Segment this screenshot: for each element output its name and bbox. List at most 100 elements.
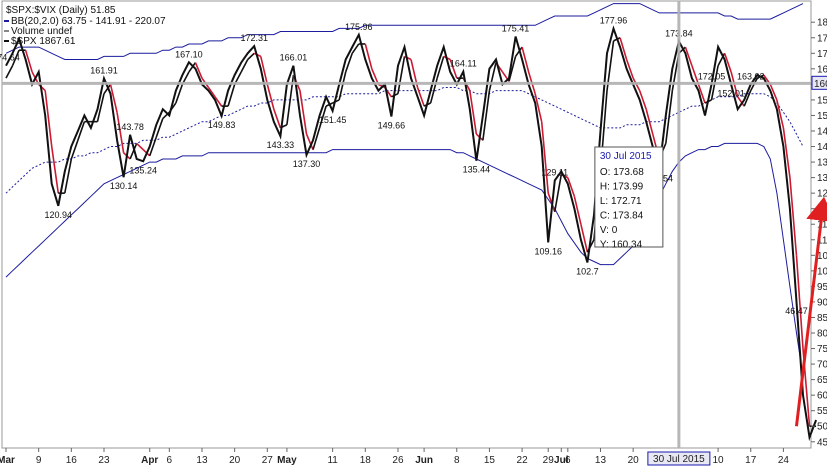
- secondary-series-segment: [64, 158, 73, 194]
- secondary-series-segment: [207, 87, 216, 98]
- secondary-series-segment: [11, 49, 20, 67]
- y-tick-label: 165: [817, 64, 827, 75]
- value-annotation: 166.01: [280, 53, 308, 63]
- secondary-series-segment: [273, 108, 282, 129]
- crosshair-x-readout: 30 Jul 2015: [653, 454, 705, 465]
- secondary-series-segment: [514, 46, 523, 57]
- y-tick-label: 80: [817, 329, 827, 340]
- secondary-series-segment: [534, 93, 543, 122]
- x-tick-label: 10: [713, 455, 725, 466]
- secondary-series-segment: [194, 62, 203, 79]
- secondary-series-segment: [299, 90, 308, 135]
- secondary-series-segment: [416, 87, 425, 107]
- value-annotation: 174.64: [0, 53, 20, 63]
- value-annotation: 135.44: [463, 165, 491, 175]
- secondary-series-segment: [665, 90, 674, 144]
- x-tick-label: 6: [167, 455, 173, 466]
- secondary-series-segment: [50, 146, 60, 194]
- secondary-series-segment: [723, 53, 732, 73]
- value-annotation: 161.91: [90, 65, 118, 75]
- secondary-series-segment: [96, 93, 105, 122]
- x-tick-label: 9: [36, 455, 42, 466]
- crosshair-y-readout: 160.34: [814, 79, 827, 90]
- x-tick-label: 16: [66, 455, 78, 466]
- secondary-series-segment: [782, 127, 791, 178]
- y-tick-label: 150: [817, 111, 827, 122]
- secondary-series-segment: [645, 109, 654, 135]
- tooltip-box: [594, 146, 664, 248]
- value-annotation: 143.78: [116, 122, 144, 132]
- secondary-series-segment: [175, 84, 184, 104]
- y-tick-label: 135: [817, 158, 827, 169]
- y-tick-label: 50: [817, 422, 827, 433]
- value-annotation: 149.66: [378, 121, 406, 131]
- x-tick-label: 20: [628, 455, 640, 466]
- secondary-series-segment: [214, 96, 223, 107]
- legend-entry: Volume undef: [11, 26, 72, 37]
- x-tick-label: 18: [360, 455, 372, 466]
- x-tick-label: 27: [262, 455, 274, 466]
- value-annotation: 129.11: [541, 167, 568, 177]
- secondary-series-segment: [488, 62, 497, 91]
- tooltip-date: 30 Jul 2015: [600, 151, 652, 162]
- y-tick-label: 85: [817, 313, 827, 324]
- secondary-series-segment: [397, 56, 406, 94]
- x-tick-label: 11: [327, 455, 338, 466]
- y-tick-label: 130: [817, 173, 827, 184]
- x-tick-label: Jun: [415, 455, 433, 466]
- secondary-series-segment: [44, 90, 53, 147]
- value-annotation: 109.16: [534, 246, 562, 256]
- secondary-series-segment: [482, 90, 491, 141]
- secondary-series-segment: [247, 52, 255, 61]
- x-tick-label: 8: [454, 455, 460, 466]
- secondary-series-segment: [553, 174, 563, 212]
- value-annotation: 175.41: [502, 23, 530, 33]
- secondary-series-segment: [312, 127, 321, 150]
- secondary-series-segment: [697, 84, 706, 104]
- x-tick-label: May: [277, 455, 297, 466]
- secondary-series-segment: [109, 84, 118, 113]
- x-tick-label: 13: [595, 455, 607, 466]
- secondary-series-segment: [318, 105, 327, 129]
- secondary-series-segment: [776, 99, 785, 129]
- ratio-close-line: [5, 25, 818, 442]
- y-tick-label: 125: [817, 189, 827, 200]
- x-tick-label: Mar: [0, 455, 15, 466]
- secondary-series-segment: [77, 121, 86, 141]
- tooltip-line: O: 173.68: [600, 167, 644, 178]
- chart-title: $SPX:$VIX (Daily) 51.85: [6, 5, 116, 16]
- secondary-series-segment: [378, 83, 386, 89]
- secondary-series-segment: [240, 59, 249, 73]
- y-tick-label: 170: [817, 49, 827, 60]
- bb-middle-band: [5, 87, 804, 194]
- secondary-series-segment: [155, 118, 164, 138]
- value-annotation: 130.14: [110, 181, 138, 191]
- x-tick-label: 15: [484, 455, 496, 466]
- y-tick-label: 105: [817, 251, 827, 262]
- y-tick-label: 55: [817, 406, 827, 417]
- secondary-series-segment: [5, 65, 14, 79]
- x-tick-label: 22: [517, 455, 529, 466]
- x-tick-label: 13: [196, 455, 208, 466]
- value-annotation: 172.05: [698, 71, 726, 81]
- secondary-series-segment: [116, 112, 125, 153]
- secondary-series-segment: [580, 224, 589, 253]
- x-tick-label: Apr: [141, 455, 158, 466]
- secondary-series-segment: [625, 59, 634, 79]
- secondary-series-segment: [469, 90, 478, 135]
- secondary-series-segment: [737, 96, 745, 107]
- y-tick-label: 90: [817, 297, 827, 308]
- y-tick-label: 75: [817, 344, 827, 355]
- x-tick-label: Jul: [554, 455, 569, 466]
- value-annotation: 151.45: [319, 115, 347, 125]
- secondary-series-segment: [129, 143, 138, 160]
- secondary-series-segment: [188, 62, 197, 73]
- y-tick-label: 155: [817, 95, 827, 106]
- tooltip-line: C: 173.84: [600, 211, 644, 222]
- tooltip-line: L: 172.71: [600, 196, 642, 207]
- y-tick-label: 65: [817, 375, 827, 386]
- secondary-series-segment: [227, 84, 236, 107]
